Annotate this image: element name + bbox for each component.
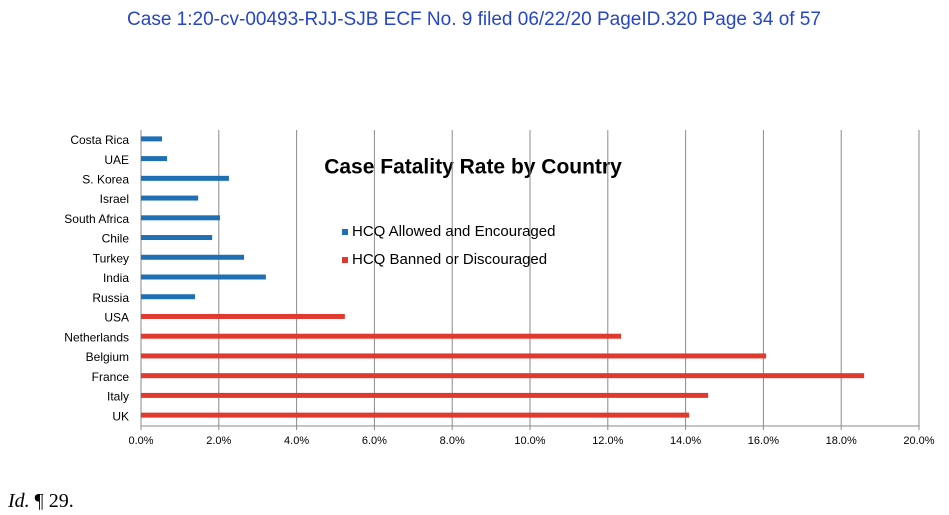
bar — [141, 373, 865, 379]
header: Case 1:20-cv-00493-RJJ-SJB ECF No. 9 fil… — [127, 9, 821, 30]
bar — [141, 136, 163, 142]
citation: Id. — [7, 490, 30, 512]
bar — [141, 175, 229, 181]
y-tick-label: Chile — [102, 232, 130, 246]
y-tick-label: UAE — [104, 153, 129, 167]
footer: Id. ¶ 29. — [7, 490, 74, 512]
bar — [141, 294, 196, 300]
legend-swatch — [342, 257, 348, 263]
bar — [141, 313, 345, 319]
y-tick-label: Italy — [107, 390, 129, 404]
x-tick-label: 18.0% — [826, 435, 857, 447]
footer-text: ¶ 29. — [35, 490, 74, 512]
x-tick-label: 8.0% — [440, 435, 465, 447]
x-tick-label: 0.0% — [128, 435, 153, 447]
y-tick-label: Israel — [100, 192, 129, 206]
y-tick-label: India — [103, 271, 129, 285]
bar — [141, 392, 709, 398]
y-tick-label: USA — [104, 311, 129, 325]
y-tick-label: UK — [112, 409, 129, 423]
bar — [141, 353, 767, 359]
y-tick-label: Russia — [92, 291, 129, 305]
x-tick-label: 2.0% — [206, 435, 231, 447]
x-tick-label: 10.0% — [514, 435, 545, 447]
bar — [141, 254, 245, 260]
bar — [141, 235, 213, 241]
bar — [141, 412, 690, 418]
x-tick-label: 12.0% — [592, 435, 623, 447]
y-tick-label: Turkey — [93, 251, 129, 265]
y-tick-label: Belgium — [86, 350, 129, 364]
y-tick-label: South Africa — [64, 212, 129, 226]
legend-label: HCQ Banned or Discouraged — [352, 251, 547, 268]
legend-swatch — [342, 229, 348, 235]
bar — [141, 215, 220, 221]
y-tick-label: Costa Rica — [70, 133, 129, 147]
x-tick-label: 4.0% — [284, 435, 309, 447]
bar — [141, 195, 199, 201]
x-tick-label: 20.0% — [903, 435, 934, 447]
chart-title: Case Fatality Rate by Country — [324, 156, 622, 179]
legend-label: HCQ Allowed and Encouraged — [352, 223, 555, 240]
x-tick-label: 16.0% — [748, 435, 779, 447]
y-tick-label: S. Korea — [82, 173, 129, 187]
bar — [141, 333, 622, 339]
bar — [141, 156, 168, 162]
bar — [141, 274, 266, 280]
y-tick-label: Netherlands — [64, 330, 129, 344]
y-tick-label: France — [92, 370, 130, 384]
x-tick-label: 14.0% — [670, 435, 701, 447]
x-tick-label: 6.0% — [362, 435, 387, 447]
